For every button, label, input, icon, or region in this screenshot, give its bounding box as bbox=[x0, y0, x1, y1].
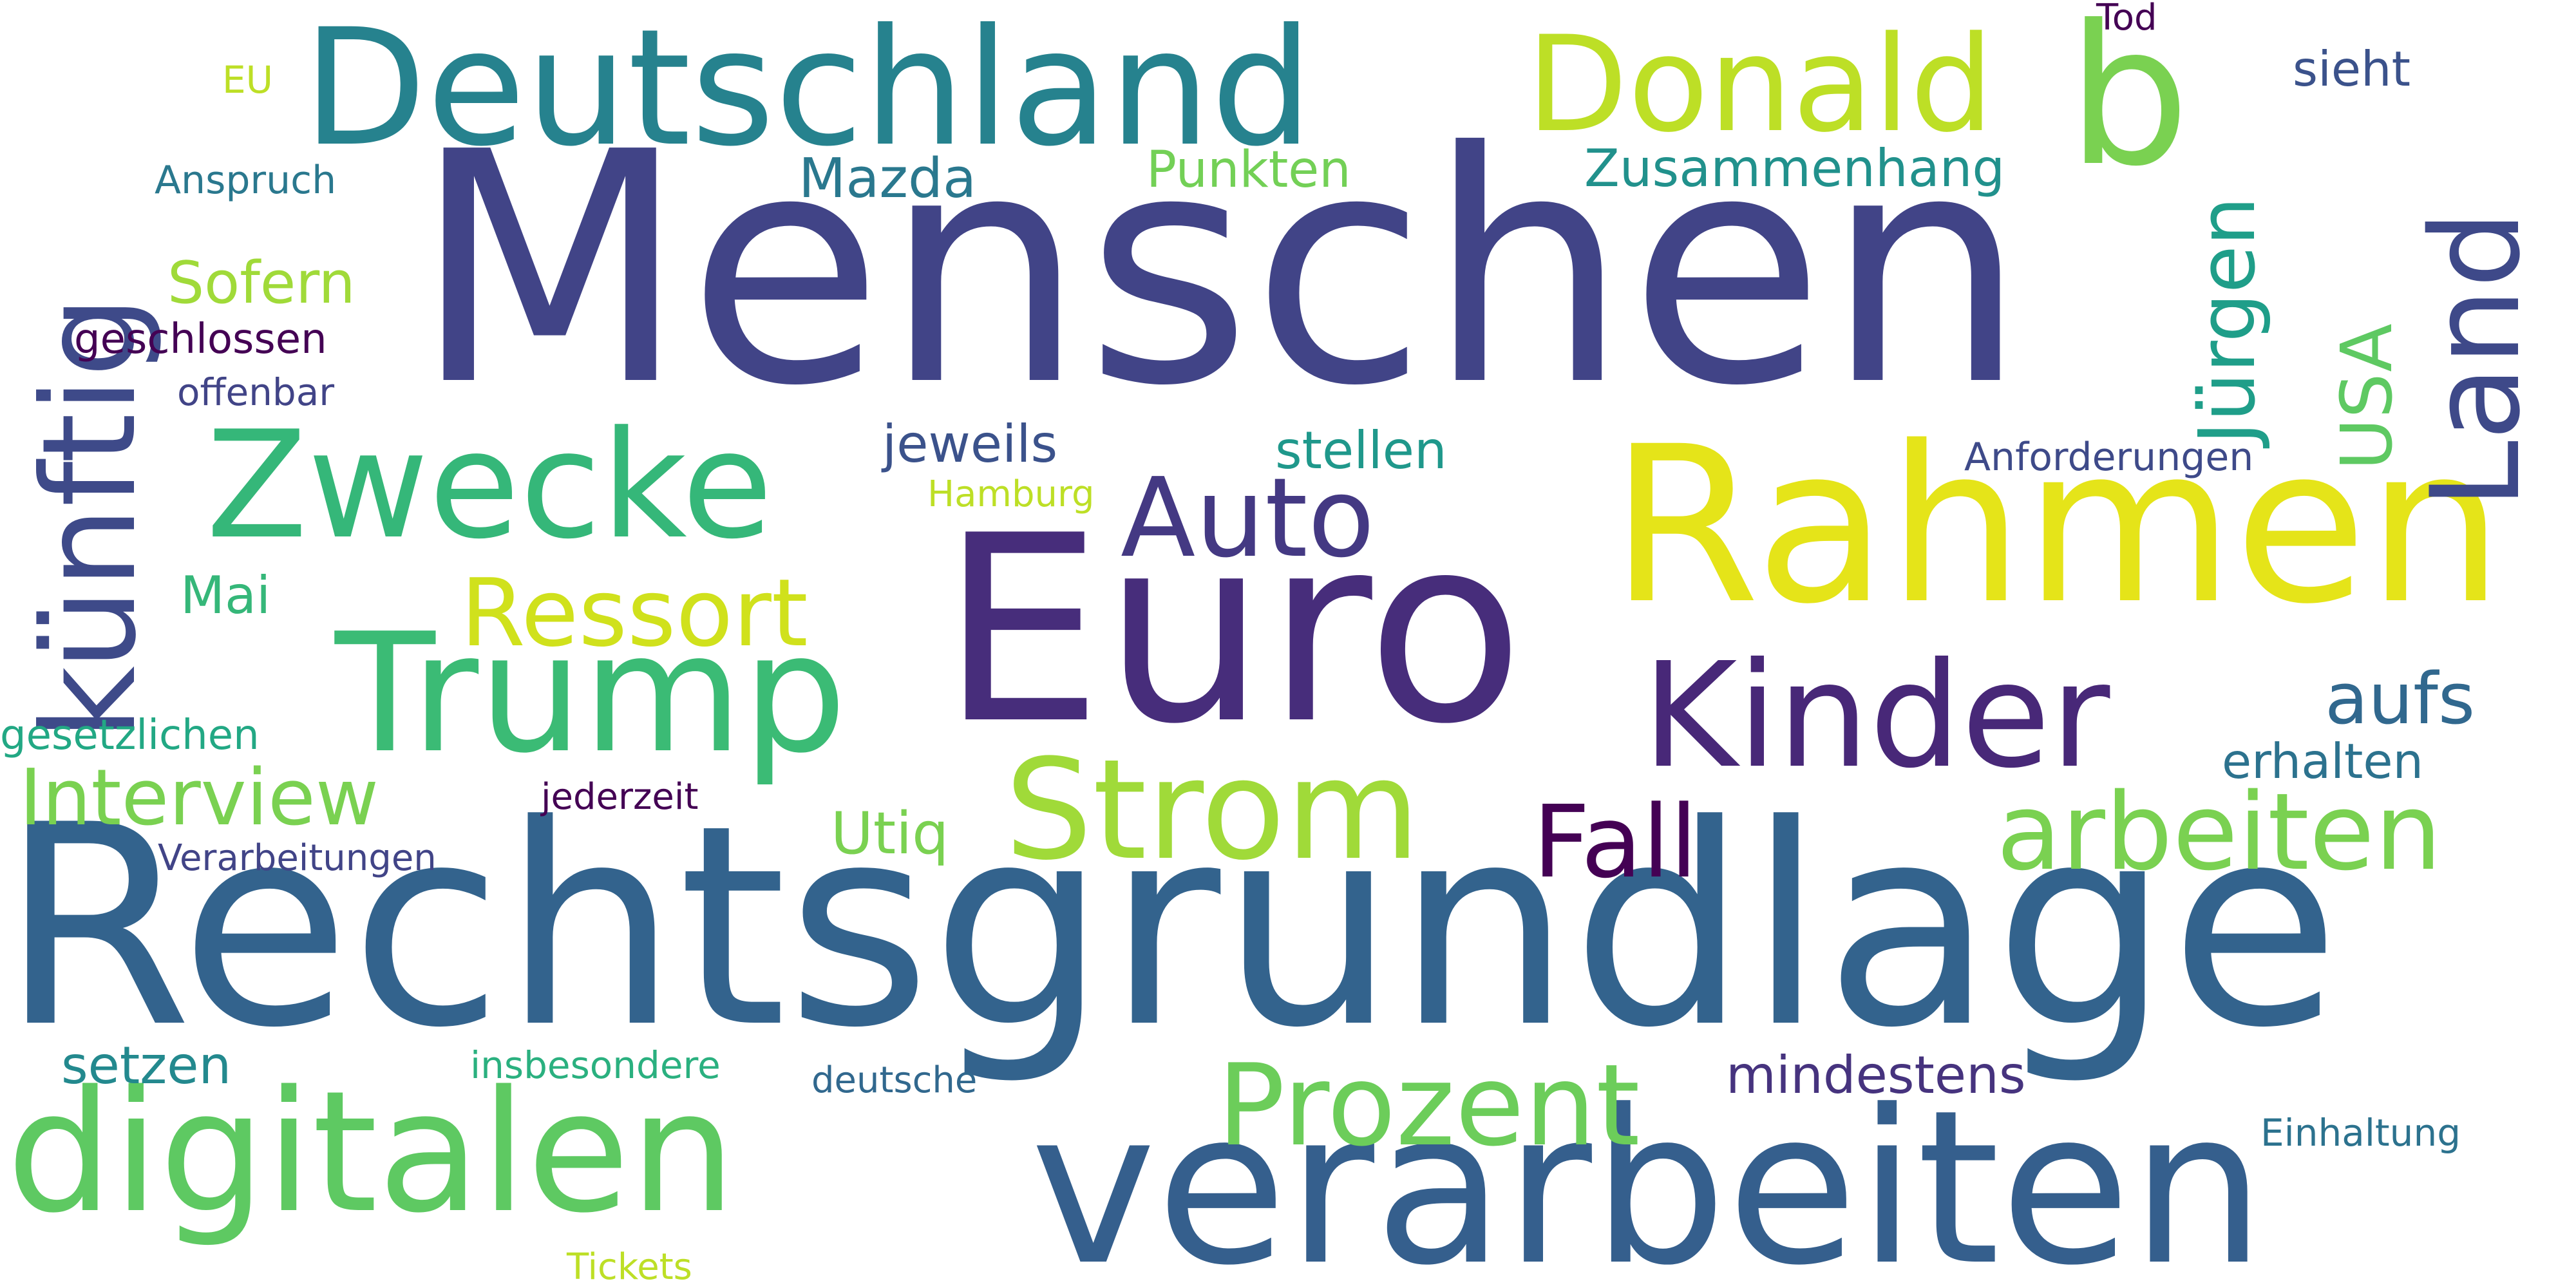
word-digitalen: digitalen bbox=[6, 1056, 736, 1250]
word-setzen: setzen bbox=[61, 1036, 232, 1095]
word-trump: Trump bbox=[335, 598, 848, 790]
word-b: b bbox=[2067, 0, 2190, 209]
word-stellen: stellen bbox=[1275, 421, 1447, 480]
word-erhalten: erhalten bbox=[2222, 733, 2424, 790]
word-deutschland: Deutschland bbox=[303, 0, 1313, 182]
word-euro: Euro bbox=[940, 481, 1524, 781]
word-land: Land bbox=[2405, 210, 2547, 509]
word-strom: Strom bbox=[1005, 729, 1421, 891]
word-donald: Donald bbox=[1526, 8, 1994, 162]
word-arbeiten: arbeiten bbox=[1996, 770, 2442, 894]
word-verarbeiten: verarbeiten bbox=[1030, 1065, 2266, 1288]
word-einhaltung: Einhaltung bbox=[2260, 1111, 2461, 1155]
word-eu: EU bbox=[222, 58, 274, 102]
word-menschen: Menschen bbox=[412, 84, 2027, 455]
word-jeweils: jeweils bbox=[882, 414, 1058, 474]
word-zwecke: Zwecke bbox=[206, 400, 773, 572]
word-kinder: Kinder bbox=[1642, 632, 2110, 800]
word-juergen: Jürgen bbox=[2183, 196, 2273, 444]
word-fall: Fall bbox=[1533, 784, 1698, 900]
word-hamburg: Hamburg bbox=[927, 473, 1095, 515]
word-sieht: sieht bbox=[2293, 41, 2410, 97]
word-mai: Mai bbox=[180, 565, 271, 625]
word-mazda: Mazda bbox=[799, 147, 977, 211]
word-prozent: Prozent bbox=[1217, 1041, 1640, 1171]
word-jederzeit: jederzeit bbox=[541, 776, 699, 818]
word-aufs: aufs bbox=[2325, 658, 2476, 740]
word-offenbar: offenbar bbox=[177, 370, 335, 414]
word-usa: USA bbox=[2325, 323, 2408, 470]
word-interview: Interview bbox=[19, 753, 379, 843]
word-anforderungen: Anforderungen bbox=[1964, 435, 2254, 480]
word-rahmen: Rahmen bbox=[1610, 401, 2504, 652]
word-tickets: Tickets bbox=[567, 1246, 692, 1288]
word-insbesondere: insbesondere bbox=[470, 1043, 721, 1087]
word-auto: Auto bbox=[1121, 455, 1375, 582]
word-geschlossen: geschlossen bbox=[74, 316, 327, 363]
word-mindestens: mindestens bbox=[1726, 1045, 2026, 1105]
word-deutsche: deutsche bbox=[811, 1059, 978, 1101]
word-tod: Tod bbox=[2096, 0, 2157, 39]
word-zusammenhang: Zusammenhang bbox=[1584, 138, 2005, 198]
word-ressort: Ressort bbox=[460, 559, 808, 668]
word-sofern: Sofern bbox=[167, 249, 355, 317]
word-punkten: Punkten bbox=[1146, 141, 1351, 199]
word-rechtsgrundlage: Rechtsgrundlage bbox=[0, 766, 2340, 1088]
word-gesetzlichen: gesetzlichen bbox=[0, 712, 260, 759]
word-anspruch: Anspruch bbox=[155, 158, 337, 203]
word-verarbeitungen: Verarbeitungen bbox=[158, 837, 437, 879]
word-utiq: Utiq bbox=[831, 800, 949, 867]
